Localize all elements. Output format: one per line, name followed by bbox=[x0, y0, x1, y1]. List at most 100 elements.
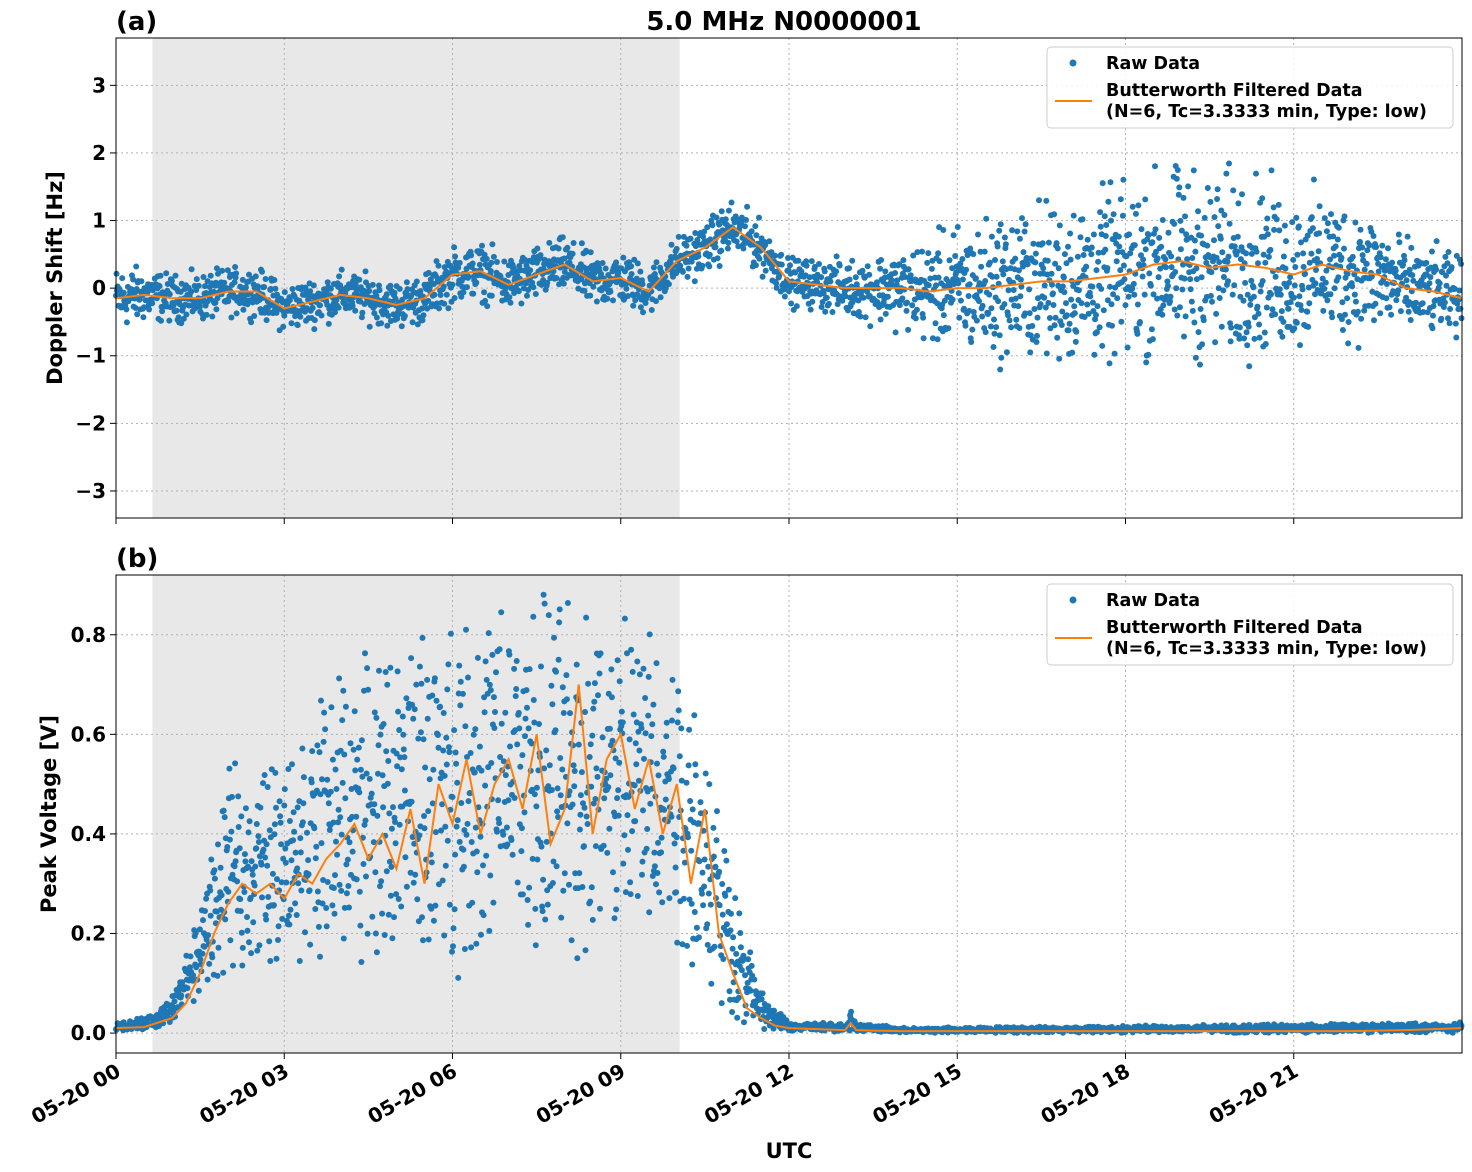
raw-data-point bbox=[1444, 260, 1451, 267]
raw-data-point bbox=[294, 804, 301, 811]
raw-data-point bbox=[1338, 316, 1345, 323]
raw-data-point bbox=[792, 269, 799, 276]
raw-data-point bbox=[1253, 248, 1260, 255]
raw-data-point bbox=[1401, 252, 1407, 259]
raw-data-point bbox=[439, 801, 446, 808]
y-tick-label: 1 bbox=[92, 209, 106, 233]
raw-data-point bbox=[1071, 303, 1078, 310]
raw-data-point bbox=[396, 285, 403, 292]
raw-data-point bbox=[564, 820, 571, 827]
raw-data-point bbox=[173, 307, 180, 314]
raw-data-point bbox=[333, 297, 340, 303]
raw-data-point bbox=[1195, 329, 1202, 336]
raw-data-point bbox=[1371, 317, 1377, 324]
raw-data-point bbox=[1051, 322, 1058, 329]
raw-data-point bbox=[1286, 279, 1293, 286]
raw-data-point bbox=[986, 259, 993, 266]
raw-data-point bbox=[1273, 216, 1280, 223]
raw-data-point bbox=[676, 753, 683, 760]
raw-data-point bbox=[288, 857, 295, 864]
raw-data-point bbox=[613, 259, 620, 266]
raw-data-point bbox=[269, 870, 276, 877]
raw-data-point bbox=[226, 836, 233, 843]
raw-data-point bbox=[215, 841, 221, 848]
raw-data-point bbox=[158, 317, 164, 324]
raw-data-point bbox=[735, 243, 742, 250]
raw-data-point bbox=[1037, 301, 1044, 308]
raw-data-point bbox=[1176, 184, 1183, 191]
raw-data-point bbox=[1230, 187, 1237, 194]
raw-data-point bbox=[669, 676, 676, 683]
raw-data-point bbox=[1377, 310, 1384, 317]
raw-data-point bbox=[997, 221, 1004, 228]
raw-data-point bbox=[1328, 309, 1335, 316]
raw-data-point bbox=[337, 747, 344, 754]
raw-data-point bbox=[762, 241, 769, 248]
raw-data-point bbox=[593, 765, 600, 772]
raw-data-point bbox=[1235, 200, 1242, 207]
raw-data-point bbox=[248, 319, 255, 326]
raw-data-point bbox=[1388, 311, 1395, 318]
raw-data-point bbox=[718, 247, 725, 254]
raw-data-point bbox=[517, 763, 524, 770]
panel-a-legend-raw: Raw Data bbox=[1106, 54, 1200, 74]
raw-data-point bbox=[738, 967, 745, 974]
raw-data-point bbox=[1263, 225, 1270, 232]
raw-data-point bbox=[545, 612, 552, 619]
raw-data-point bbox=[654, 870, 661, 876]
raw-data-point bbox=[591, 680, 598, 687]
raw-data-point bbox=[352, 281, 359, 288]
raw-data-point bbox=[1005, 287, 1012, 294]
raw-data-point bbox=[561, 255, 568, 262]
raw-data-point bbox=[273, 804, 279, 811]
raw-data-point bbox=[606, 825, 613, 832]
raw-data-point bbox=[384, 780, 391, 787]
raw-data-point bbox=[331, 910, 338, 917]
raw-data-point bbox=[808, 258, 815, 265]
raw-data-point bbox=[1162, 256, 1169, 263]
raw-data-point bbox=[675, 707, 682, 714]
raw-data-point bbox=[295, 880, 302, 887]
raw-data-point bbox=[1204, 242, 1211, 249]
raw-data-point bbox=[396, 821, 403, 828]
raw-data-point bbox=[760, 260, 767, 267]
raw-data-point bbox=[300, 800, 307, 807]
raw-data-point bbox=[1292, 264, 1299, 270]
raw-data-point bbox=[435, 262, 442, 269]
raw-data-point bbox=[1443, 282, 1450, 289]
raw-data-point bbox=[419, 914, 425, 921]
raw-data-point bbox=[1257, 288, 1264, 295]
raw-data-point bbox=[443, 734, 450, 741]
raw-data-point bbox=[554, 808, 561, 815]
raw-data-point bbox=[215, 944, 222, 951]
raw-data-point bbox=[297, 835, 304, 842]
raw-data-point bbox=[719, 911, 726, 918]
raw-data-point bbox=[275, 937, 281, 943]
raw-data-point bbox=[306, 887, 313, 894]
raw-data-point bbox=[373, 714, 380, 721]
raw-data-point bbox=[1225, 278, 1231, 285]
raw-data-point bbox=[1275, 201, 1282, 208]
raw-data-point bbox=[483, 852, 490, 859]
raw-data-point bbox=[576, 826, 583, 833]
raw-data-point bbox=[465, 798, 472, 805]
raw-data-point bbox=[217, 864, 224, 871]
raw-data-point bbox=[220, 969, 227, 976]
raw-data-point bbox=[976, 298, 982, 305]
raw-data-point bbox=[675, 233, 682, 240]
raw-data-point bbox=[640, 807, 646, 814]
raw-data-point bbox=[327, 285, 334, 292]
raw-data-point bbox=[882, 310, 889, 317]
raw-data-point bbox=[468, 839, 475, 845]
raw-data-point bbox=[614, 657, 621, 664]
panel-a-legend-filtered-1: Butterworth Filtered Data bbox=[1106, 81, 1363, 101]
raw-data-point bbox=[846, 276, 853, 283]
raw-data-point bbox=[1015, 303, 1022, 310]
raw-data-point bbox=[1327, 291, 1334, 298]
raw-data-point bbox=[1383, 295, 1390, 302]
raw-data-point bbox=[1056, 222, 1063, 229]
raw-data-point bbox=[445, 305, 452, 312]
raw-data-point bbox=[556, 619, 563, 626]
raw-data-point bbox=[384, 681, 391, 688]
raw-data-point bbox=[238, 813, 245, 820]
